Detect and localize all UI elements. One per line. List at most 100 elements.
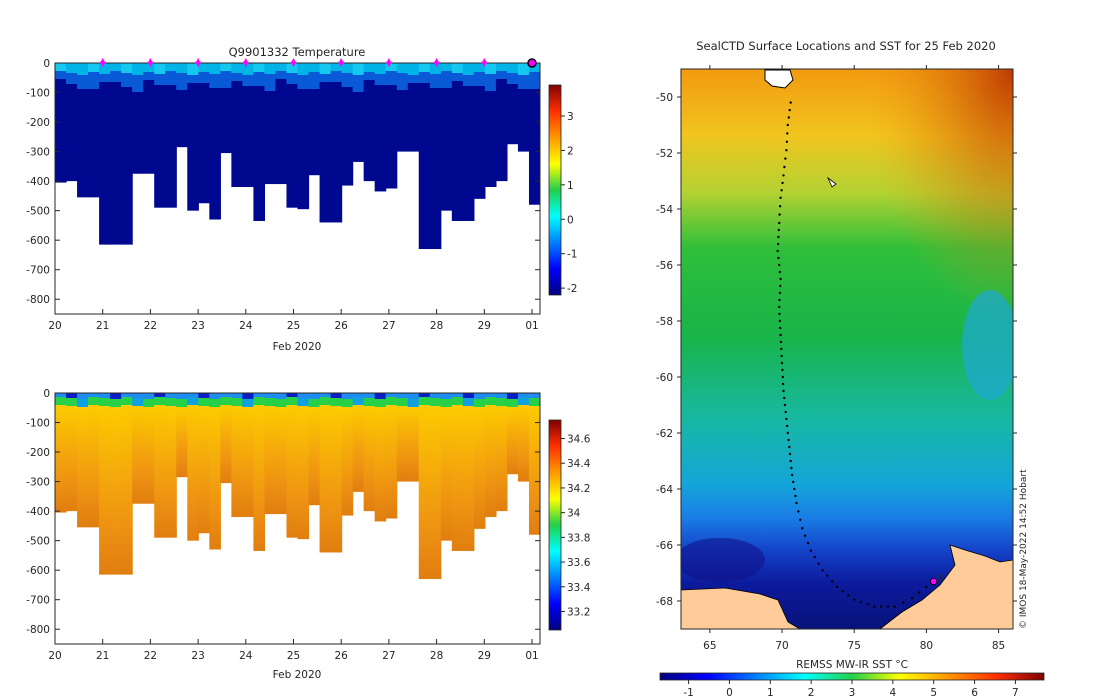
track-point [778,270,782,274]
temp-surface-cell [132,63,144,75]
temp-profile-column [451,81,464,221]
temp-mixed-layer-cell [297,75,310,89]
temp-profile-column [363,80,376,182]
temp-mixed-layer-cell [484,74,497,91]
sal-surface-cell [418,393,431,397]
track-point [781,382,785,386]
sst-colorbar-tick-label: 2 [808,687,815,699]
x-tick-label: 25 [287,320,300,332]
temp-surface-cell [517,63,530,75]
temp-surface-cell [110,63,122,71]
sal-profile-column [187,405,199,541]
track-point [788,108,791,112]
sal-fresh-cell [165,398,177,406]
sal-fresh-cell [154,397,166,405]
temp-surface-cell [418,63,431,72]
temp-mixed-layer-cell [517,75,530,89]
sal-fresh-cell [385,397,398,405]
sst-colorbar-tick-label: -1 [683,687,693,699]
x-tick-label: 27 [382,650,395,662]
y-tick-label: -400 [26,506,50,518]
sal-profile-column [88,405,100,528]
sal-profile-column [418,405,431,580]
sal-profile-column [308,407,321,506]
temp-profile-column [297,89,310,210]
sal-surface-cell [517,393,530,397]
temp-mixed-layer-cell [231,73,243,81]
track-point [813,555,816,559]
track-point [782,389,785,393]
sal-profile-column [143,407,155,504]
sal-fresh-cell [253,397,266,405]
track-point [783,165,786,169]
temp-surface-cell [341,63,354,73]
temp-profile-column [319,82,332,223]
sal-profile-column [55,405,67,513]
sal-surface-cell [396,393,409,398]
colorbar-tick-label: -2 [567,283,577,295]
y-tick-label: -600 [26,565,50,577]
temp-mixed-layer-cell [99,74,111,82]
temp-profile-column [429,88,442,250]
temperature-surface-markers [99,57,537,68]
map-title: SealCTD Surface Locations and SST for 25… [696,39,996,53]
x-tick-label: 26 [335,320,349,332]
temp-surface-cell [121,63,133,73]
y-tick-label: -200 [26,447,50,459]
x-tick-label: 24 [239,650,253,662]
temp-profile-column [407,83,420,152]
temp-mixed-layer-cell [407,75,420,83]
temp-surface-cell [286,63,299,73]
profile-marker [290,57,297,68]
sal-fresh-cell [363,398,376,406]
x-tick-label: 28 [430,650,443,662]
track-point [830,580,834,583]
track-point [778,291,782,295]
sal-surface-cell [264,393,277,398]
sst-colorbar-tick-label: 0 [726,687,733,699]
temperature-colorbar-ticks: 3 2 1 0 -1 -2 [561,111,577,295]
colorbar-tick-label: 34.2 [567,483,590,495]
sal-profile-column [165,406,177,538]
sal-surface-cell [286,393,299,397]
sal-fresh-cell [231,398,243,406]
sal-surface-cell [385,393,398,397]
track-point [893,605,896,608]
sal-profile-column [407,407,420,482]
y-tick-label: -500 [26,206,50,218]
track-point [781,181,784,185]
track-point [910,597,914,600]
track-point [902,601,905,604]
sst-colorbar-label: REMSS MW-IR SST °C [796,659,908,671]
sal-fresh-cell [88,397,100,405]
temp-surface-cell [528,63,540,72]
sal-fresh-cell [330,398,343,406]
sal-surface-cell [121,393,133,397]
temp-profile-column [77,89,89,198]
track-point [799,518,802,521]
track-point [873,605,876,608]
y-tick-label: -300 [26,477,50,489]
temp-mixed-layer-cell [506,73,519,84]
temp-surface-cell [506,63,519,73]
sal-fresh-cell [121,397,133,405]
map-lat-ticks: -50 -52 -54 -56 -58 -60 -62 -64 -66 -68 [656,92,1017,608]
sst-colorbar-tick-label: 5 [930,687,937,699]
x-tick-label: 27 [382,320,395,332]
lat-tick-label: -66 [656,540,673,552]
sal-profile-column [176,407,188,478]
sal-profile-column [264,406,277,515]
sal-profile-column [220,405,232,484]
track-point [779,277,782,281]
sal-profile-column [440,407,453,541]
temp-mixed-layer-cell [143,72,155,80]
sal-surface-cell [374,393,387,399]
temp-surface-cell [330,63,343,71]
temperature-section-plot [55,63,540,250]
sst-colorbar-tick-label: 3 [849,687,856,699]
temp-mixed-layer-cell [495,71,508,79]
y-tick-label: -700 [26,265,50,277]
sal-fresh-cell [374,399,387,407]
temp-mixed-layer-cell [88,72,100,89]
sal-fresh-cell [99,398,111,406]
